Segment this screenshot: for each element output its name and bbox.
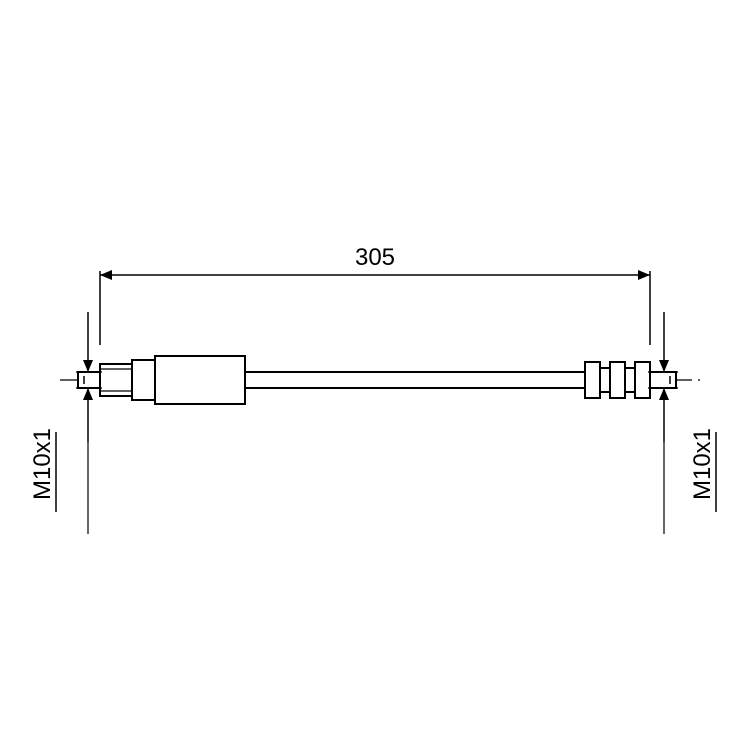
left-tip — [78, 372, 100, 388]
right-thread-label: M10x1 — [689, 428, 716, 500]
left-thread-label-group: M10x1 — [29, 428, 56, 512]
technical-drawing: 305 M10x1 M10x1 — [0, 0, 750, 750]
dim-length-value: 305 — [355, 244, 395, 271]
left-thread-label: M10x1 — [29, 428, 56, 500]
right-rib-3 — [625, 368, 635, 392]
right-tip — [650, 372, 676, 388]
right-rib-1 — [600, 368, 610, 392]
right-rib-2 — [610, 362, 625, 398]
right-rib-0 — [585, 362, 600, 398]
right-rib-4 — [635, 362, 650, 398]
hose-body — [245, 372, 585, 388]
left-collar — [132, 360, 155, 400]
left-sleeve — [155, 356, 245, 404]
right-thread-label-group: M10x1 — [689, 428, 716, 512]
